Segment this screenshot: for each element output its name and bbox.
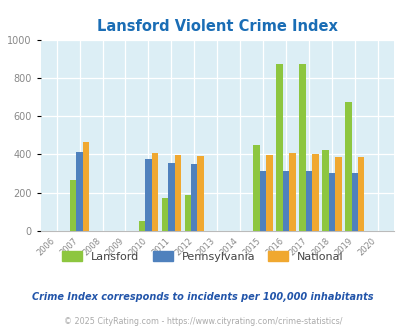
- Bar: [145, 159, 151, 231]
- Bar: [70, 180, 76, 231]
- Text: Crime Index corresponds to incidents per 100,000 inhabitants: Crime Index corresponds to incidents per…: [32, 292, 373, 302]
- Bar: [83, 142, 89, 231]
- Bar: [266, 155, 272, 231]
- Bar: [197, 156, 203, 231]
- Bar: [259, 171, 266, 231]
- Bar: [288, 153, 295, 231]
- Bar: [151, 153, 158, 231]
- Bar: [161, 197, 168, 231]
- Bar: [322, 150, 328, 231]
- Bar: [305, 171, 311, 231]
- Bar: [139, 221, 145, 231]
- Bar: [311, 154, 318, 231]
- Legend: Lansford, Pennsylvania, National: Lansford, Pennsylvania, National: [58, 247, 347, 267]
- Bar: [168, 163, 174, 231]
- Text: © 2025 CityRating.com - https://www.cityrating.com/crime-statistics/: © 2025 CityRating.com - https://www.city…: [64, 317, 341, 326]
- Bar: [298, 63, 305, 231]
- Bar: [276, 64, 282, 231]
- Bar: [357, 157, 364, 231]
- Bar: [282, 171, 288, 231]
- Bar: [191, 164, 197, 231]
- Bar: [328, 173, 334, 231]
- Bar: [344, 102, 351, 231]
- Title: Lansford Violent Crime Index: Lansford Violent Crime Index: [96, 19, 337, 34]
- Bar: [184, 195, 191, 231]
- Bar: [351, 173, 357, 231]
- Bar: [334, 157, 341, 231]
- Bar: [174, 155, 181, 231]
- Bar: [76, 151, 83, 231]
- Bar: [253, 145, 259, 231]
